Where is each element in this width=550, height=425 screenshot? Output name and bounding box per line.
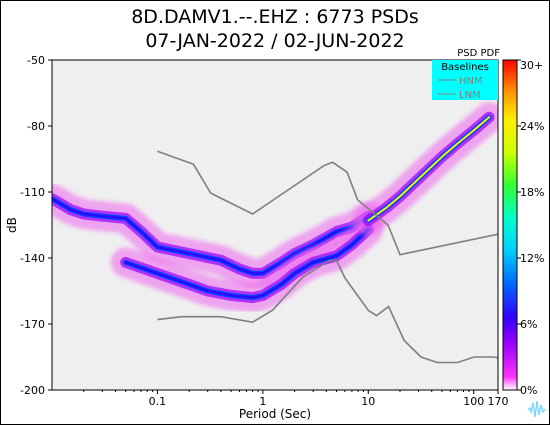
colorbar-ticks: 0% 6% 12% 18% 24% 30+ [517,59,544,397]
nhnm-line [157,150,498,256]
x-tick-label: 100 [463,395,484,408]
chart-title-line-2: 07-JAN-2022 / 02-JUN-2022 [145,30,405,52]
plot-border [51,59,499,391]
colorbar-tick-label: 0% [520,384,537,397]
pdf-peak-0 [52,197,370,275]
legend-hnm-label: HNM [459,76,483,87]
colorbar-tick-label: 24% [520,120,544,133]
axes: 0.1 1 10 100 170 -50 -80 -110 -140 -170 -200 [20,54,508,408]
x-tick-label: 0.1 [149,395,167,408]
noise-model-layer [157,150,498,364]
y-axis-label: dB [5,217,19,233]
y-tick-label: -140 [20,252,45,265]
y-tick-label: -110 [20,186,45,199]
colorbar-tick-label: 30+ [520,59,543,72]
chart-title-line-1: 8D.DAMV1.--.EHZ : 6773 PSDs [131,6,419,28]
pdf-density-layer [52,102,498,313]
colorbar-tick-label: 18% [520,186,544,199]
colorbar-tick-label: 6% [520,318,537,331]
y-tick-label: -170 [20,318,45,331]
pdf-peak-2 [367,116,491,222]
x-tick-label: 170 [488,395,509,408]
pdf-peak-1 [124,228,370,299]
legend-title: Baselines [441,62,489,73]
waveform-logo-icon [526,398,546,418]
x-axis-label: Period (Sec) [239,407,311,421]
nlnm-line [157,259,498,364]
x-tick-label: 1 [259,395,266,408]
colorbar [502,59,518,391]
y-tick-label: -50 [27,54,45,67]
x-tick-label: 10 [361,395,375,408]
y-tick-label: -80 [27,120,45,133]
legend-lnm-label: LNM [459,90,481,101]
y-tick-label: -200 [20,384,45,397]
legend: PSD PDF Baselines HNM LNM [432,48,500,101]
colorbar-tick-label: 12% [520,252,544,265]
colorbar-label: PSD PDF [457,48,500,59]
